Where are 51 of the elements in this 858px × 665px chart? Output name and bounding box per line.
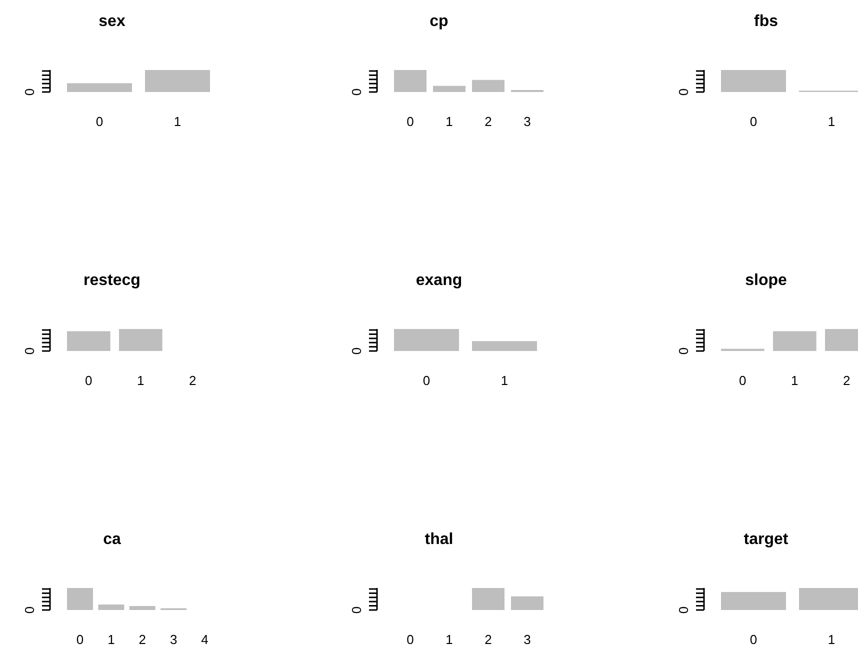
x-tick-label: 0	[739, 373, 746, 388]
x-tick-label: 3	[170, 632, 178, 647]
x-tick-label: 0	[85, 373, 92, 388]
chart-title: restecg	[84, 272, 140, 289]
text: 0	[349, 88, 364, 96]
x-tick-label: 2	[189, 373, 196, 388]
text: 0	[676, 606, 691, 614]
chart-title: exang	[416, 272, 462, 289]
chart-title: sex	[98, 13, 126, 30]
text: 0	[22, 347, 37, 355]
chart-title: thal	[424, 531, 454, 548]
chart-title: target	[744, 531, 789, 548]
bar	[67, 588, 93, 610]
x-tick-label: 3	[524, 632, 531, 647]
x-tick-label: 0	[422, 373, 430, 388]
x-tick-label: 1	[137, 373, 144, 388]
text: 0	[22, 606, 37, 614]
x-tick-label: 0	[406, 632, 414, 647]
x-tick-label: 1	[828, 632, 836, 647]
x-tick-label: 1	[446, 114, 453, 129]
chart-title: slope	[745, 272, 787, 289]
x-tick-label: 4	[201, 632, 208, 647]
text: 0	[349, 606, 364, 614]
x-tick-label: 2	[484, 632, 492, 647]
x-tick-label: 0	[406, 114, 414, 129]
x-tick-label: 1	[446, 632, 453, 647]
bar	[472, 80, 504, 92]
x-tick-label: 1	[791, 373, 798, 388]
x-tick-label: 2	[484, 114, 492, 129]
x-tick-label: 0	[96, 114, 104, 129]
bar	[394, 70, 426, 92]
x-tick-label: 1	[828, 114, 836, 129]
x-tick-label: 0	[750, 632, 758, 647]
x-tick-label: 3	[524, 114, 531, 129]
text: 0	[676, 88, 691, 96]
chart-title: fbs	[754, 13, 778, 30]
x-tick-label: 1	[108, 632, 115, 647]
chart-title: cp	[430, 13, 449, 30]
x-tick-label: 0	[76, 632, 84, 647]
bar	[98, 604, 124, 610]
x-tick-label: 2	[843, 373, 850, 388]
text: 0	[676, 347, 691, 355]
bar	[129, 606, 156, 610]
x-tick-label: 1	[174, 114, 182, 129]
x-tick-label: 1	[500, 373, 508, 388]
x-tick-label: 0	[750, 114, 758, 129]
chart-title: ca	[103, 531, 121, 548]
bar	[433, 86, 466, 92]
text: 0	[349, 347, 364, 355]
x-tick-label: 2	[138, 632, 146, 647]
text: 0	[22, 88, 37, 96]
